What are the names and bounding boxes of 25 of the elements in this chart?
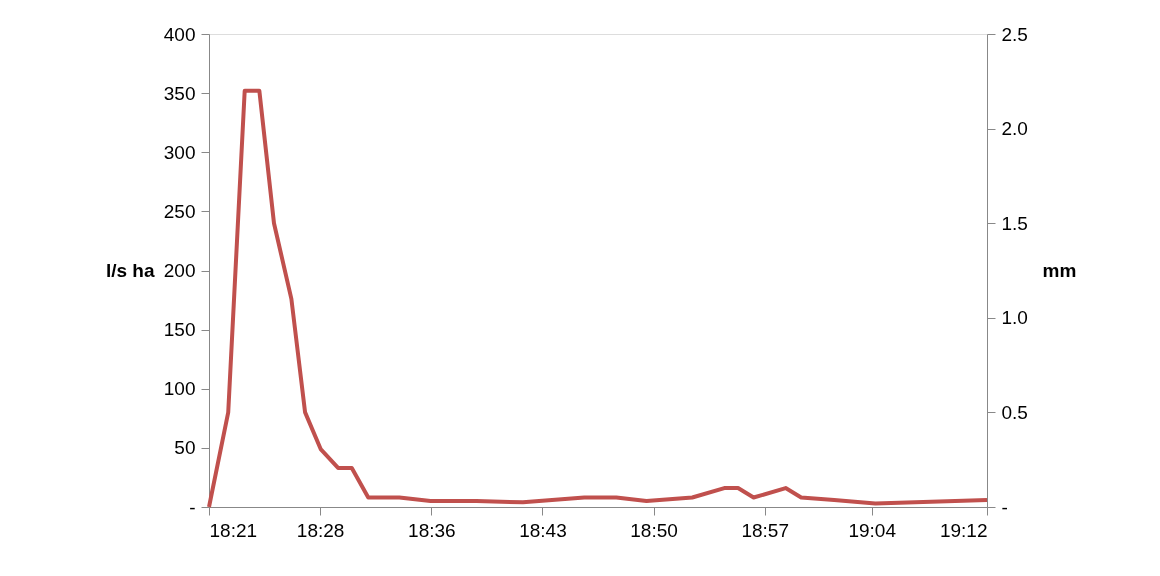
y2-tick-label: 2.0 xyxy=(1001,118,1028,140)
y2-tick-label: 1.5 xyxy=(1001,212,1028,234)
x-tick-label: 18:50 xyxy=(630,519,678,541)
x-tick-label: 18:21 xyxy=(209,519,258,541)
y-tick-label: 400 xyxy=(163,23,196,45)
y-tick-label: 350 xyxy=(163,82,196,104)
y2-axis-title: mm xyxy=(1042,260,1077,281)
x-tick-label: 18:28 xyxy=(296,519,345,541)
y-tick-label: 250 xyxy=(163,200,196,222)
y-tick-label: 50 xyxy=(174,437,196,459)
y2-tick-label: 1.0 xyxy=(1001,307,1028,329)
y2-tick-label: 2.5 xyxy=(1001,23,1028,45)
y-axis-title: l/s ha xyxy=(105,260,155,281)
x-tick-label: 18:36 xyxy=(408,519,456,541)
y2-tick-label: - xyxy=(1001,496,1008,518)
y-tick-label: 300 xyxy=(163,141,196,163)
x-tick-label: 19:12 xyxy=(939,519,988,541)
x-tick-label: 19:04 xyxy=(848,519,897,541)
x-tick-label: 18:43 xyxy=(519,519,567,541)
y-tick-label: - xyxy=(189,496,196,518)
y2-tick-label: 0.5 xyxy=(1001,401,1028,423)
x-tick-label: 18:57 xyxy=(741,519,789,541)
y-tick-label: 200 xyxy=(163,260,196,281)
y-tick-label: 100 xyxy=(163,378,196,400)
y-tick-label: 150 xyxy=(163,319,196,341)
